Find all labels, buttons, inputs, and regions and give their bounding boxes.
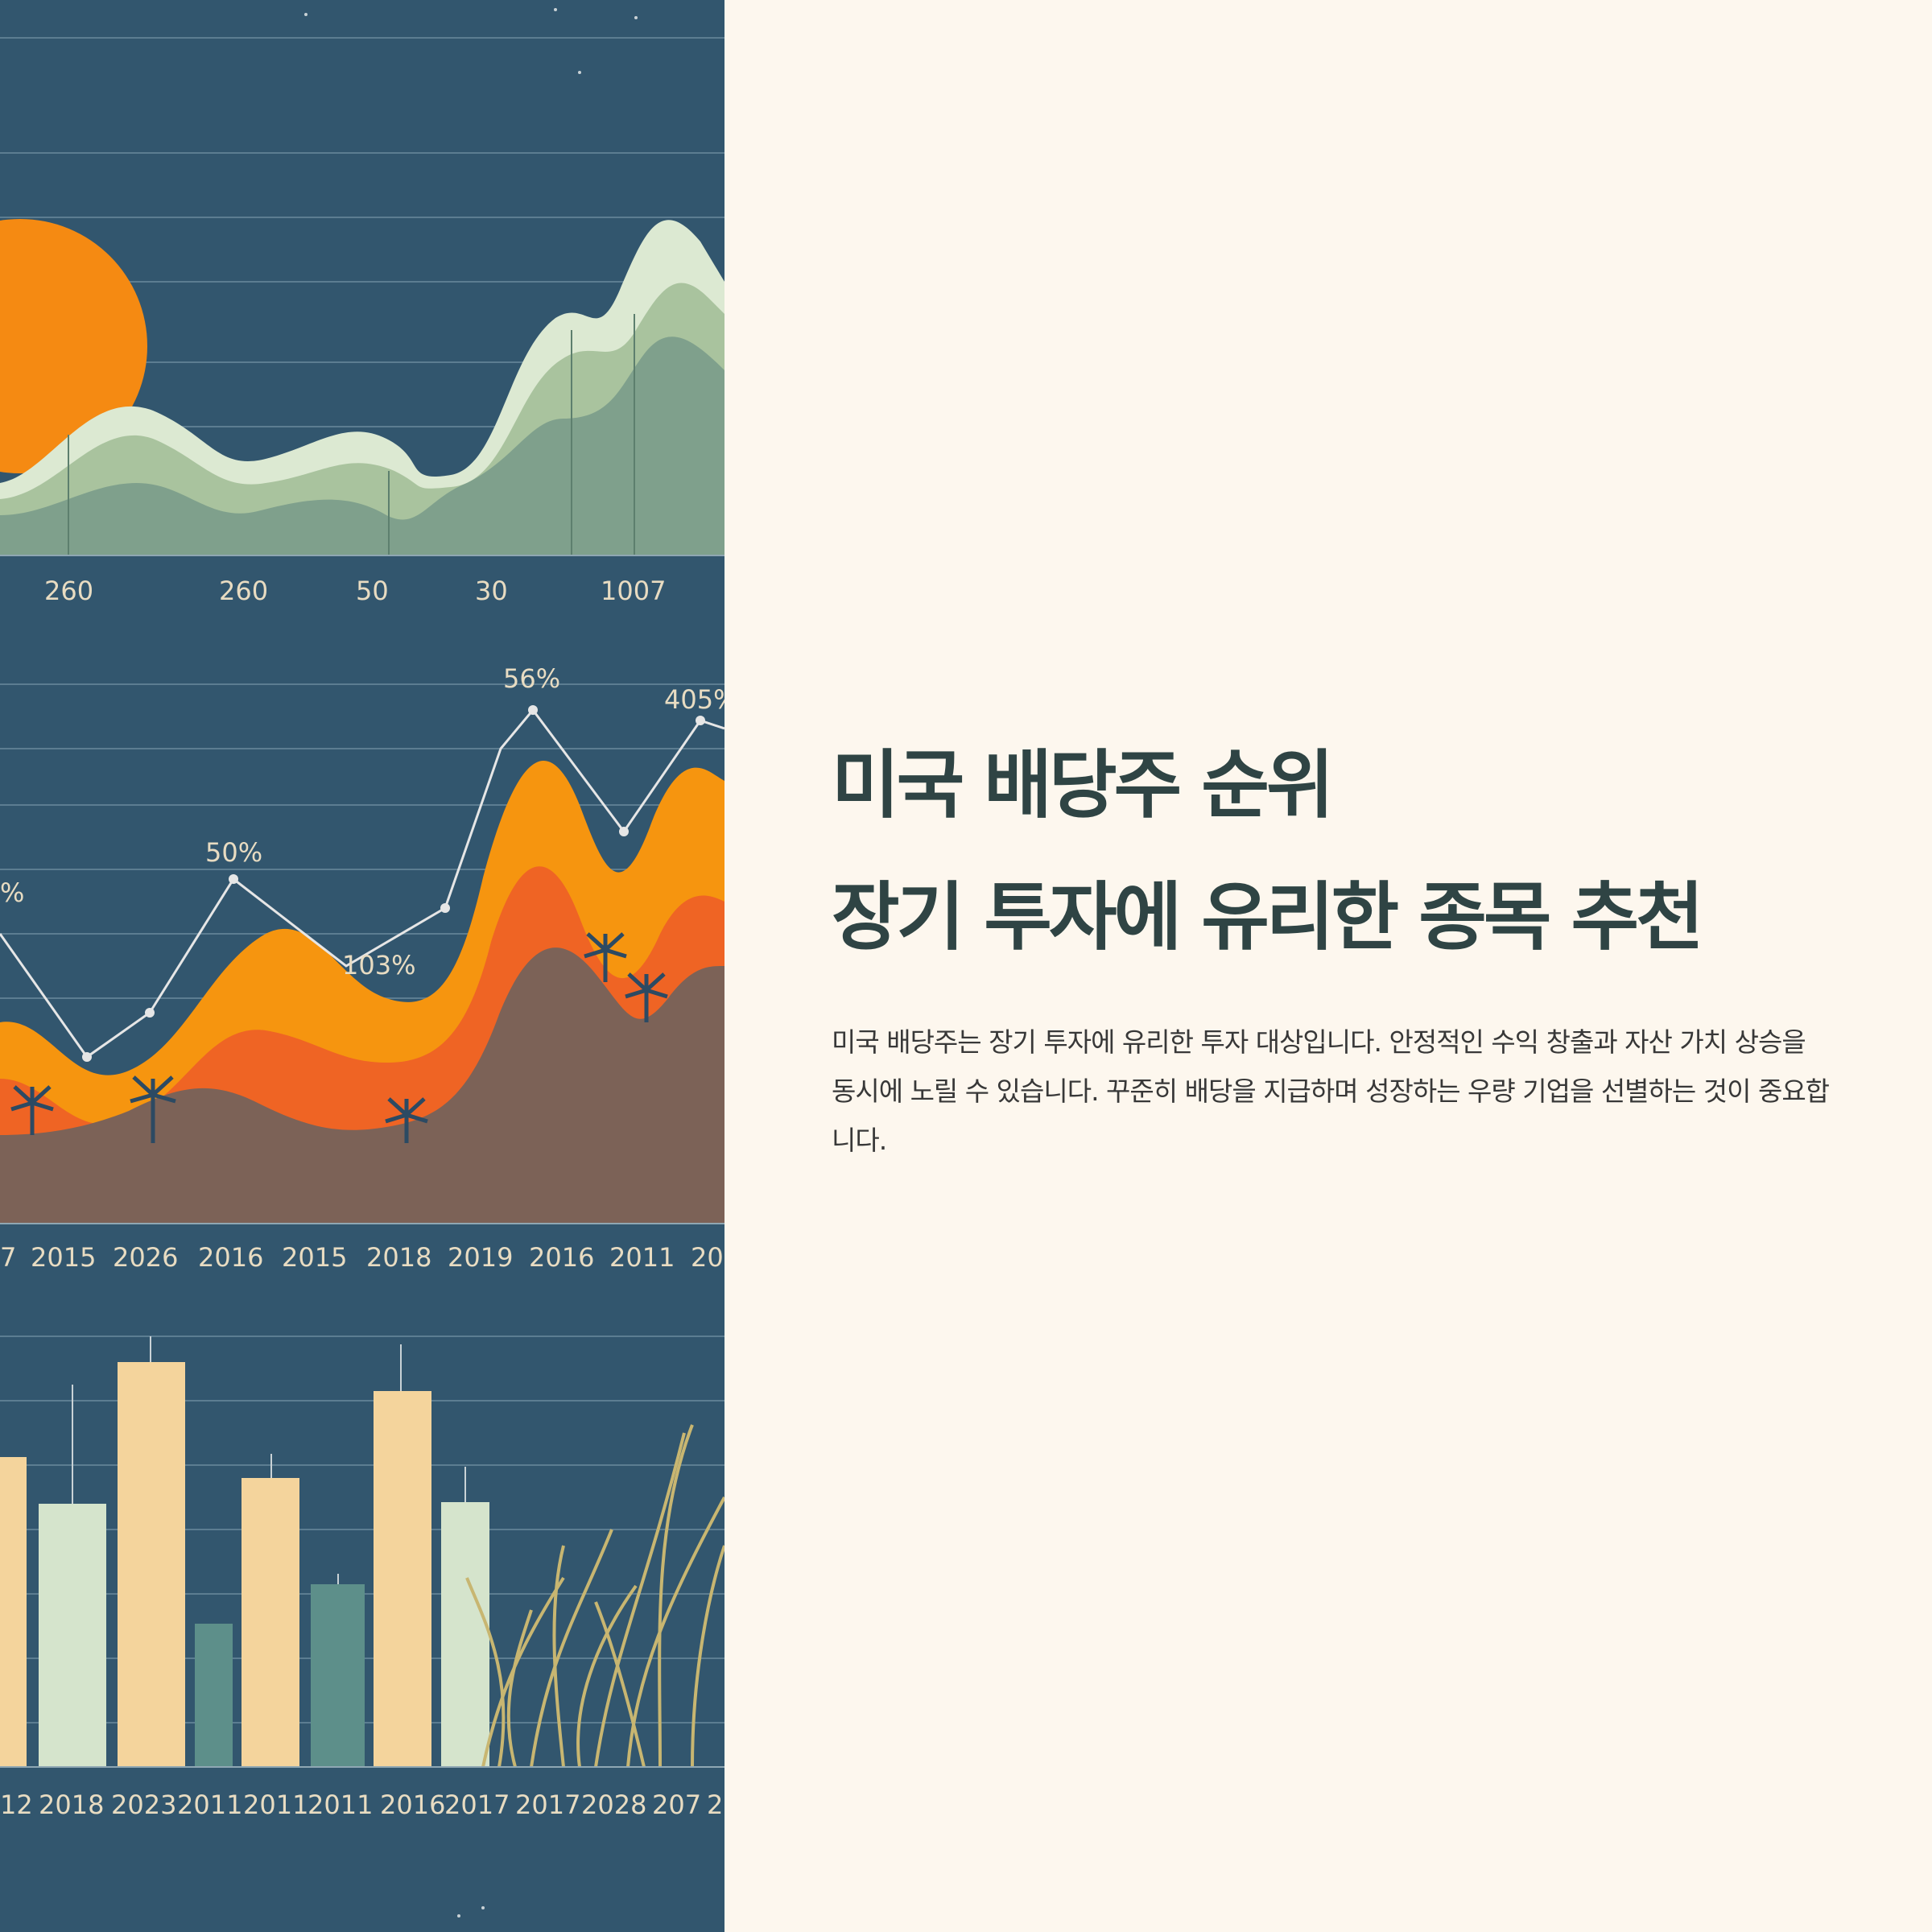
middle-tick-5: 2015 <box>282 1242 347 1273</box>
middle-point-label-2: 50% <box>205 837 262 868</box>
middle-tick-10: 20 <box>691 1242 724 1273</box>
middle-tick-4: 2016 <box>198 1242 263 1273</box>
middle-tick-labels: 7 2015 2026 2016 2015 2018 2019 2016 201… <box>0 1242 724 1273</box>
bar-whiskers <box>72 1336 466 1584</box>
top-tick-labels: 260 260 50 30 1007 <box>44 576 666 606</box>
sun-shape <box>0 219 147 473</box>
top-area-dark <box>0 336 724 555</box>
middle-tick-7: 2019 <box>448 1242 513 1273</box>
middle-tick-2: 2015 <box>31 1242 96 1273</box>
bottom-tick-1: 12 <box>0 1790 33 1820</box>
article-panel: 미국 배당주 순위 장기 투자에 유리한 종목 추천 미국 배당주는 장기 투자… <box>832 749 1830 1191</box>
top-area-dividers <box>68 314 635 555</box>
top-tick-2: 260 <box>219 576 268 606</box>
grass-decoration <box>465 1424 724 1768</box>
middle-area-brown <box>0 947 724 1224</box>
decorative-specks <box>304 8 638 1918</box>
middle-line-points <box>82 705 705 1062</box>
middle-point-label-4: 56% <box>503 663 560 694</box>
top-tick-1: 260 <box>44 576 93 606</box>
bottom-tick-7: 2016 <box>380 1790 445 1820</box>
bottom-tick-9: 2017 <box>515 1790 580 1820</box>
illustration-svg: 260 260 50 30 1007 % 50% 103% 56% 405% 7… <box>0 8 724 1918</box>
palm-icons <box>10 932 668 1143</box>
bottom-tick-labels: 12 2018 2023 2011 2011 2011 2016 2017 20… <box>0 1790 723 1820</box>
bottom-tick-5: 2011 <box>243 1790 308 1820</box>
middle-tick-3: 2026 <box>113 1242 178 1273</box>
bottom-tick-4: 2011 <box>177 1790 242 1820</box>
financial-charts-illustration: 260 260 50 30 1007 % 50% 103% 56% 405% 7… <box>0 0 724 1932</box>
middle-point-label-1: % <box>0 877 24 908</box>
middle-point-label-5: 405% <box>664 684 724 715</box>
bottom-tick-8: 2017 <box>444 1790 510 1820</box>
top-tick-5: 1007 <box>601 576 666 606</box>
middle-point-labels: % 50% 103% 56% 405% <box>0 663 724 980</box>
page-title-line1: 미국 배당주 순위 <box>832 742 1335 828</box>
middle-tick-1: 7 <box>0 1242 16 1273</box>
bottom-tick-11: 207 <box>652 1790 701 1820</box>
article-body: 미국 배당주는 장기 투자에 유리한 투자 대상입니다. 안정적인 수익 창출과… <box>832 1026 1830 1156</box>
top-tick-3: 50 <box>356 576 389 606</box>
bottom-tick-12: 2 <box>707 1790 723 1820</box>
middle-tick-6: 2018 <box>366 1242 431 1273</box>
page-title-line2: 장기 투자에 유리한 종목 추천 <box>832 874 1704 960</box>
bottom-tick-3: 2023 <box>111 1790 176 1820</box>
middle-tick-9: 2011 <box>609 1242 675 1273</box>
middle-point-label-3: 103% <box>342 950 415 980</box>
bottom-tick-2: 2018 <box>39 1790 104 1820</box>
top-tick-4: 30 <box>475 576 508 606</box>
middle-tick-8: 2016 <box>529 1242 594 1273</box>
bottom-tick-6: 2011 <box>308 1790 373 1820</box>
bottom-bars <box>0 1362 489 1767</box>
bottom-tick-10: 2028 <box>581 1790 646 1820</box>
